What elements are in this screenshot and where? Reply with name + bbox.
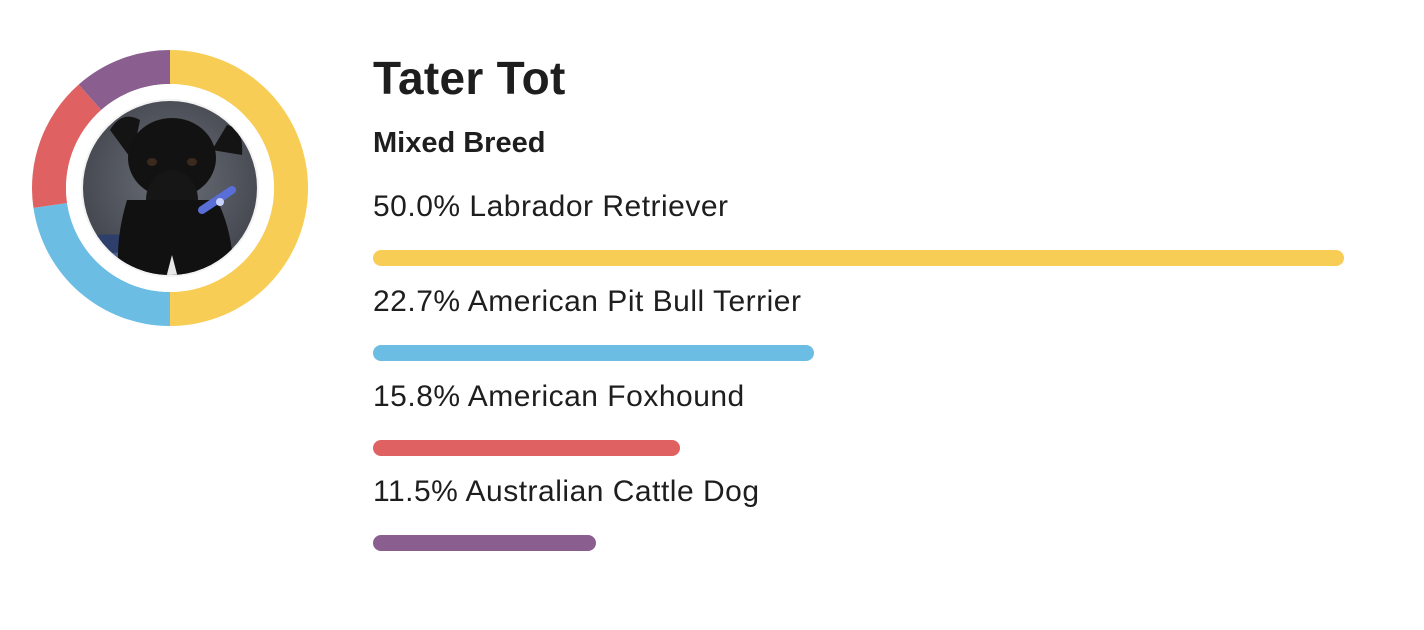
- breed-percent: 11.5%: [373, 475, 459, 508]
- breed-bar-track: [373, 535, 1344, 551]
- donut-segment: [78, 50, 170, 110]
- breed-type: Mixed Breed: [373, 127, 546, 159]
- breed-name: Australian Cattle Dog: [465, 475, 760, 508]
- breed-list: 50.0% Labrador Retriever 22.7% American P…: [373, 187, 1353, 551]
- donut-segment: [32, 84, 102, 208]
- donut-segment: [33, 202, 171, 326]
- donut-svg: [32, 50, 308, 326]
- breed-bar-track: [373, 250, 1344, 266]
- breed-row: 22.7% American Pit Bull Terrier: [373, 282, 1353, 361]
- breed-name: Labrador Retriever: [469, 190, 729, 223]
- breed-name: American Foxhound: [467, 380, 745, 413]
- breed-percent: 22.7%: [373, 285, 461, 318]
- dog-info-panel: Tater Tot Mixed Breed 50.0% Labrador Ret…: [373, 48, 1353, 551]
- breed-label: 15.8% American Foxhound: [373, 377, 1353, 417]
- dog-name: Tater Tot: [373, 52, 566, 104]
- breed-name: American Pit Bull Terrier: [467, 285, 802, 318]
- breed-label: 22.7% American Pit Bull Terrier: [373, 282, 1353, 322]
- breed-donut-chart: [32, 50, 308, 326]
- donut-segment: [170, 50, 308, 326]
- breed-bar-track: [373, 440, 1344, 456]
- breed-bar: [373, 345, 814, 361]
- breed-label: 50.0% Labrador Retriever: [373, 187, 1353, 227]
- breed-bar: [373, 535, 597, 551]
- breed-label: 11.5% Australian Cattle Dog: [373, 472, 1353, 512]
- breed-bar: [373, 440, 680, 456]
- breed-bar: [373, 250, 1344, 266]
- breed-row: 15.8% American Foxhound: [373, 377, 1353, 456]
- breed-row: 50.0% Labrador Retriever: [373, 187, 1353, 266]
- breed-bar-track: [373, 345, 1344, 361]
- breed-percent: 15.8%: [373, 380, 461, 413]
- breed-row: 11.5% Australian Cattle Dog: [373, 472, 1353, 551]
- breed-percent: 50.0%: [373, 190, 461, 223]
